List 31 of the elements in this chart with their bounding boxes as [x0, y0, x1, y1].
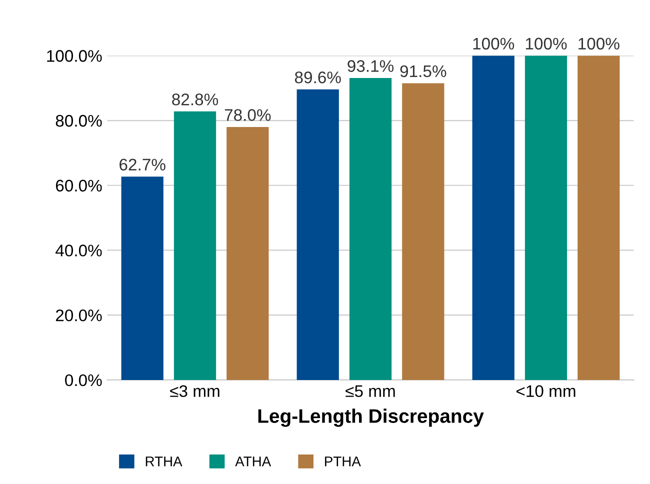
y-tick-label: 80.0%: [56, 114, 102, 127]
bar: [174, 111, 216, 380]
data-label: 93.1%: [348, 60, 394, 72]
bar: [402, 83, 444, 380]
y-tick-label: 0.0%: [65, 374, 102, 386]
data-label: 89.6%: [294, 72, 341, 84]
bar: [349, 78, 392, 380]
bar: [121, 176, 164, 380]
bar: [578, 56, 620, 380]
bar: [524, 56, 568, 380]
y-tick-label: 100.0%: [47, 50, 102, 62]
x-tick-label: ≤5 mm: [346, 385, 395, 398]
data-label: 100%: [578, 38, 620, 50]
data-label: 100%: [473, 38, 514, 50]
data-label: 91.5%: [400, 65, 446, 78]
x-axis-title: Leg-Length Discrepancy: [258, 408, 484, 427]
data-label: 82.8%: [172, 94, 218, 106]
bar: [226, 127, 269, 380]
y-tick-label: 20.0%: [56, 309, 102, 322]
legend-label: RTHA: [146, 456, 182, 466]
y-tick-label: 40.0%: [56, 244, 102, 256]
x-tick-label: <10 mm: [516, 385, 576, 398]
data-label: 62.7%: [120, 158, 166, 171]
x-tick-label: ≤3 mm: [170, 385, 220, 398]
bar: [296, 89, 339, 380]
legend-label: ATHA: [235, 456, 272, 466]
data-label: 100%: [526, 38, 567, 50]
bar: [472, 56, 514, 380]
y-tick-label: 60.0%: [56, 180, 102, 192]
legend-label: PTHA: [325, 456, 361, 466]
data-label: 78.0%: [224, 109, 271, 121]
